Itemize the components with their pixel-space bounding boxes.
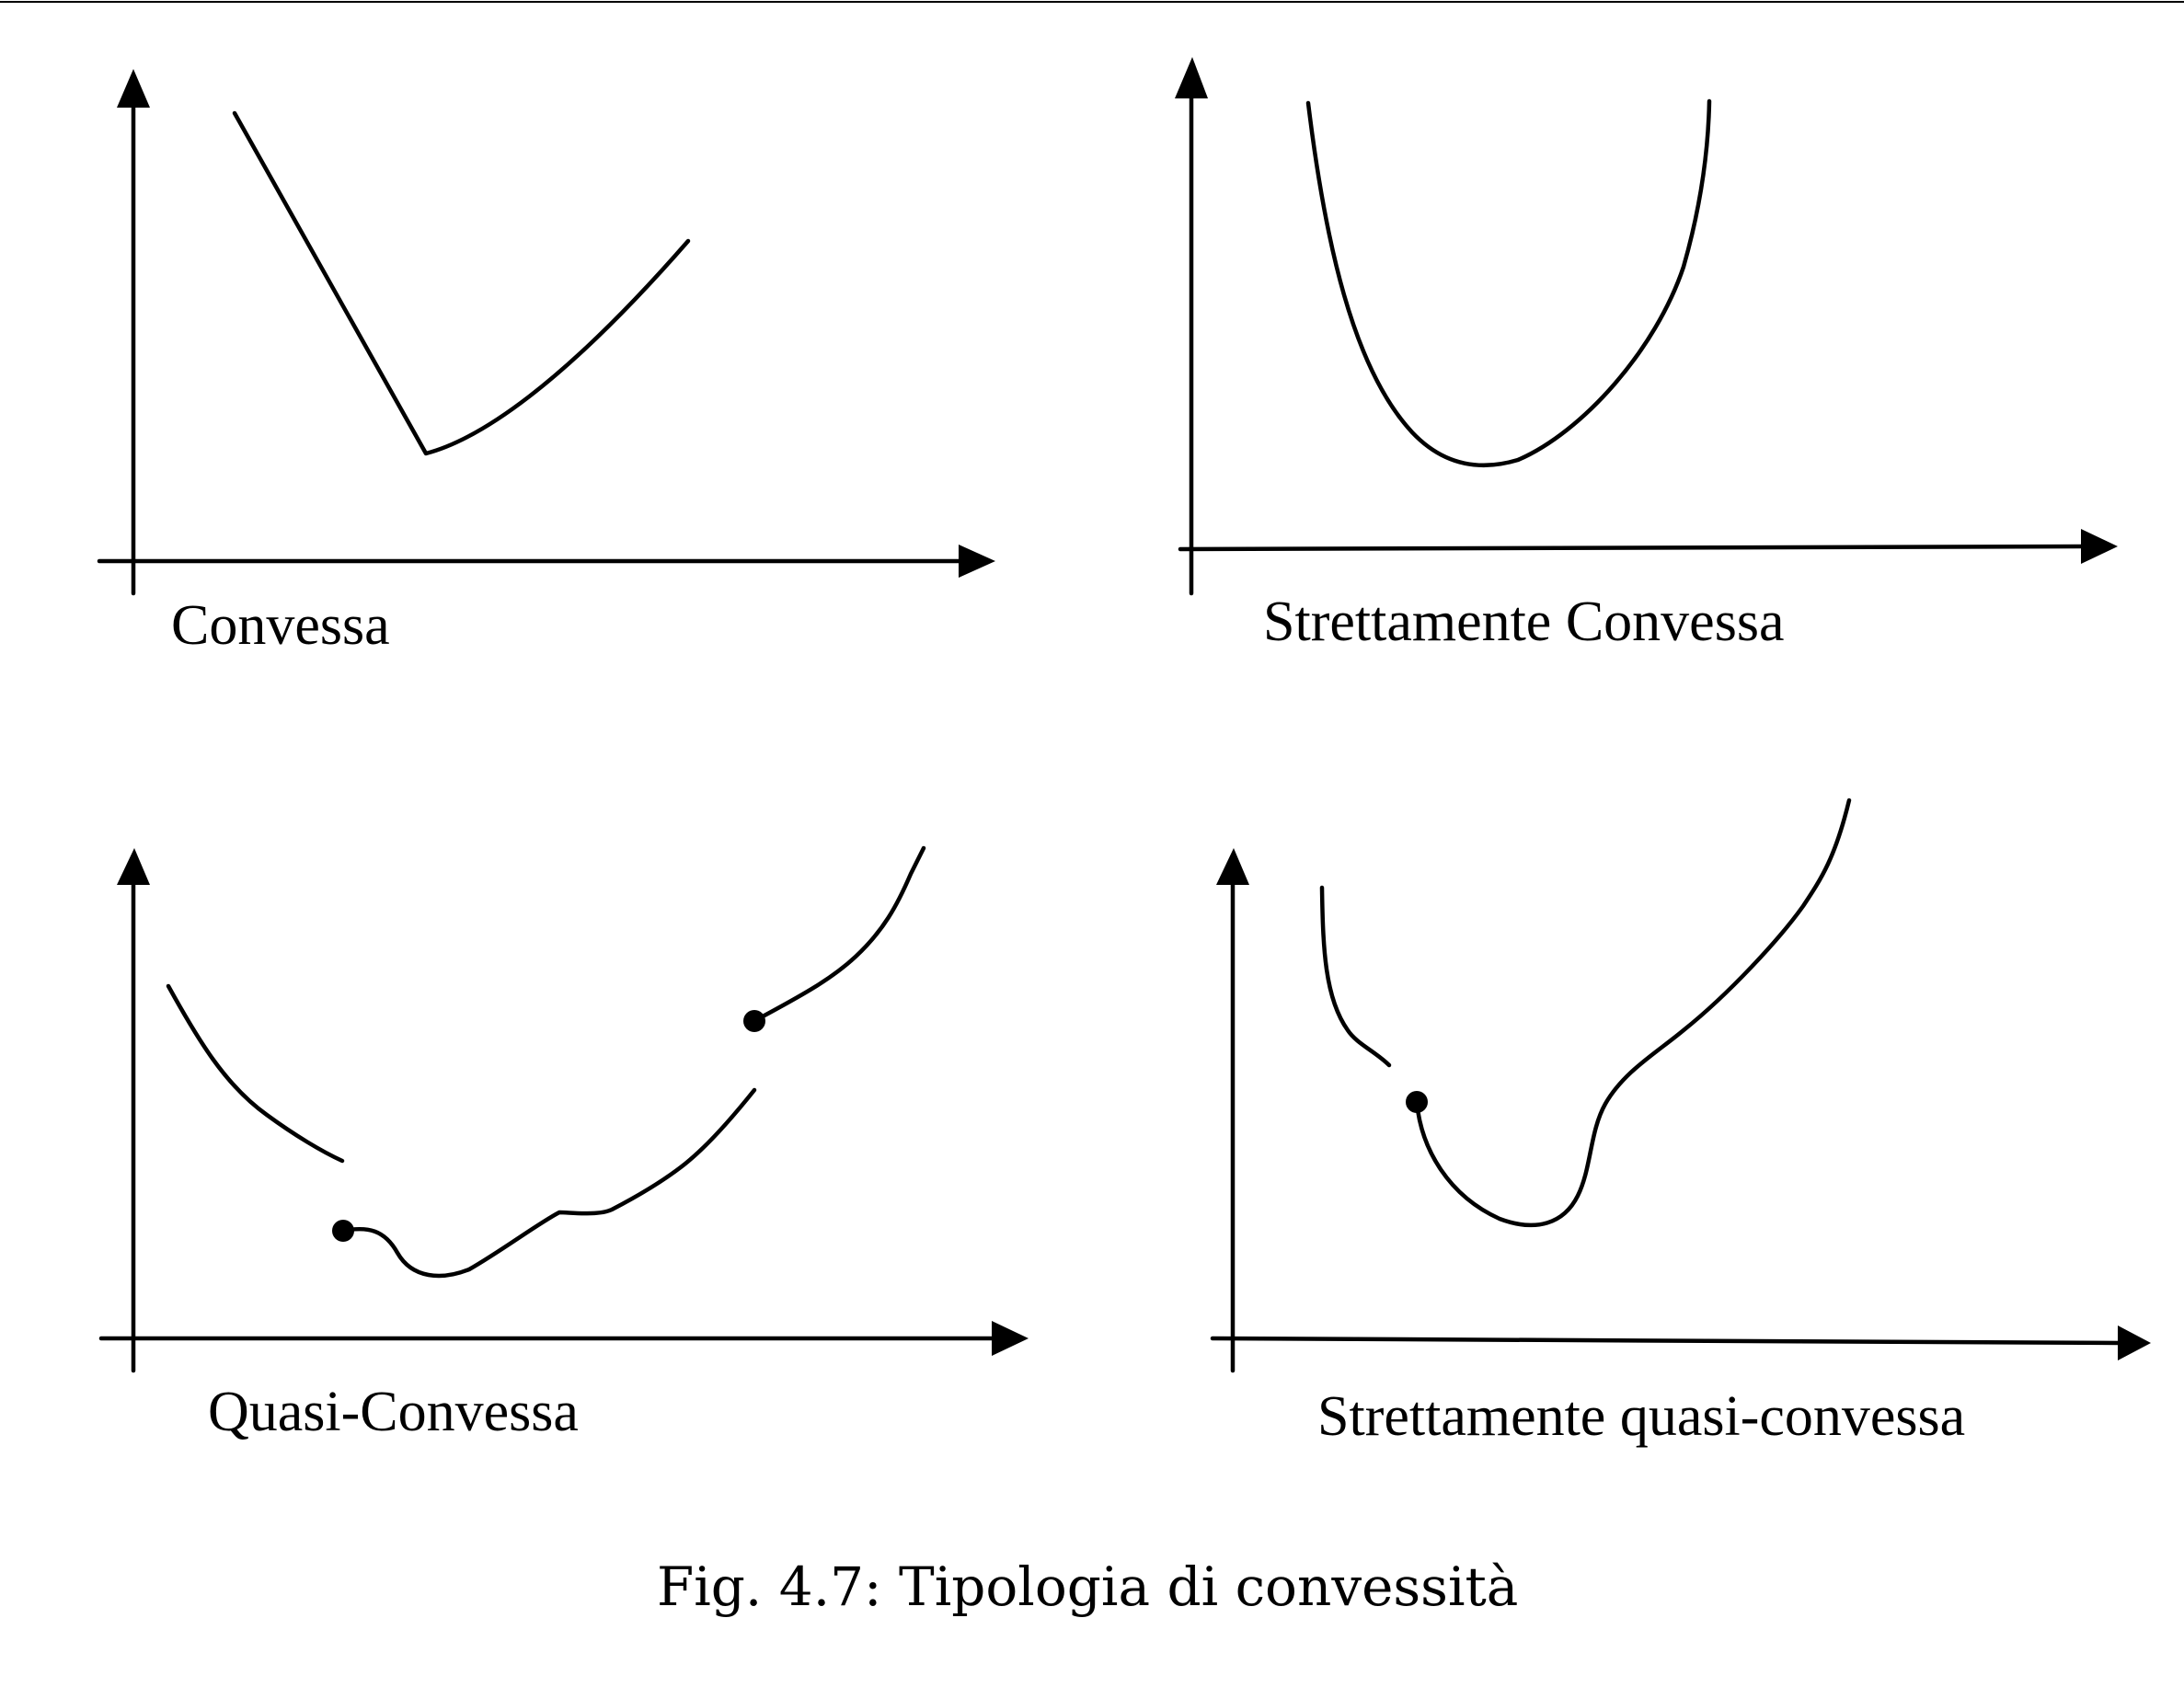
quasi-convex-segment-left (166, 983, 345, 1164)
endpoint-dot (1406, 1091, 1428, 1113)
strictly-quasi-convex-segment-left (1319, 885, 1392, 1068)
x-axis (1178, 544, 2086, 552)
x-axis-arrow-icon (2081, 529, 2118, 564)
panel-quasi-convessa: Quasi-Convessa (98, 845, 1029, 1443)
axes (97, 69, 995, 596)
figure-caption: Fig. 4.7: Tipologia di convessità (657, 1555, 1518, 1618)
convex-curve (232, 110, 691, 456)
x-axis-arrow-icon (992, 1321, 1029, 1356)
axes (1175, 57, 2118, 596)
x-axis-arrow-icon (2118, 1326, 2151, 1360)
panel-label: Strettamente Convessa (1263, 591, 1784, 653)
y-axis-arrow-icon (1175, 57, 1208, 98)
y-axis-arrow-icon (1216, 848, 1249, 885)
quasi-convex-segment-middle (340, 1087, 757, 1279)
y-axis-arrow-icon (117, 69, 150, 108)
panel-label: Quasi-Convessa (208, 1381, 579, 1443)
x-axis-arrow-icon (959, 545, 995, 578)
strictly-convex-curve (1305, 98, 1712, 468)
y-axis-arrow-icon (117, 848, 150, 885)
panel-strettamente-quasi-convessa: Strettamente quasi-convessa (1210, 798, 2151, 1448)
panel-label: Convessa (171, 594, 390, 657)
panel-convessa: Convessa (97, 69, 995, 657)
endpoint-dot (743, 1010, 765, 1032)
axes (1210, 848, 2151, 1373)
endpoint-dot (332, 1220, 354, 1242)
axes (98, 848, 1029, 1373)
panel-label: Strettamente quasi-convessa (1317, 1385, 1965, 1448)
x-axis (1210, 1336, 2123, 1346)
quasi-convex-segment-right (752, 845, 926, 1024)
strictly-quasi-convex-segment-right (1414, 798, 1852, 1228)
panel-strettamente-convessa: Strettamente Convessa (1175, 57, 2118, 653)
